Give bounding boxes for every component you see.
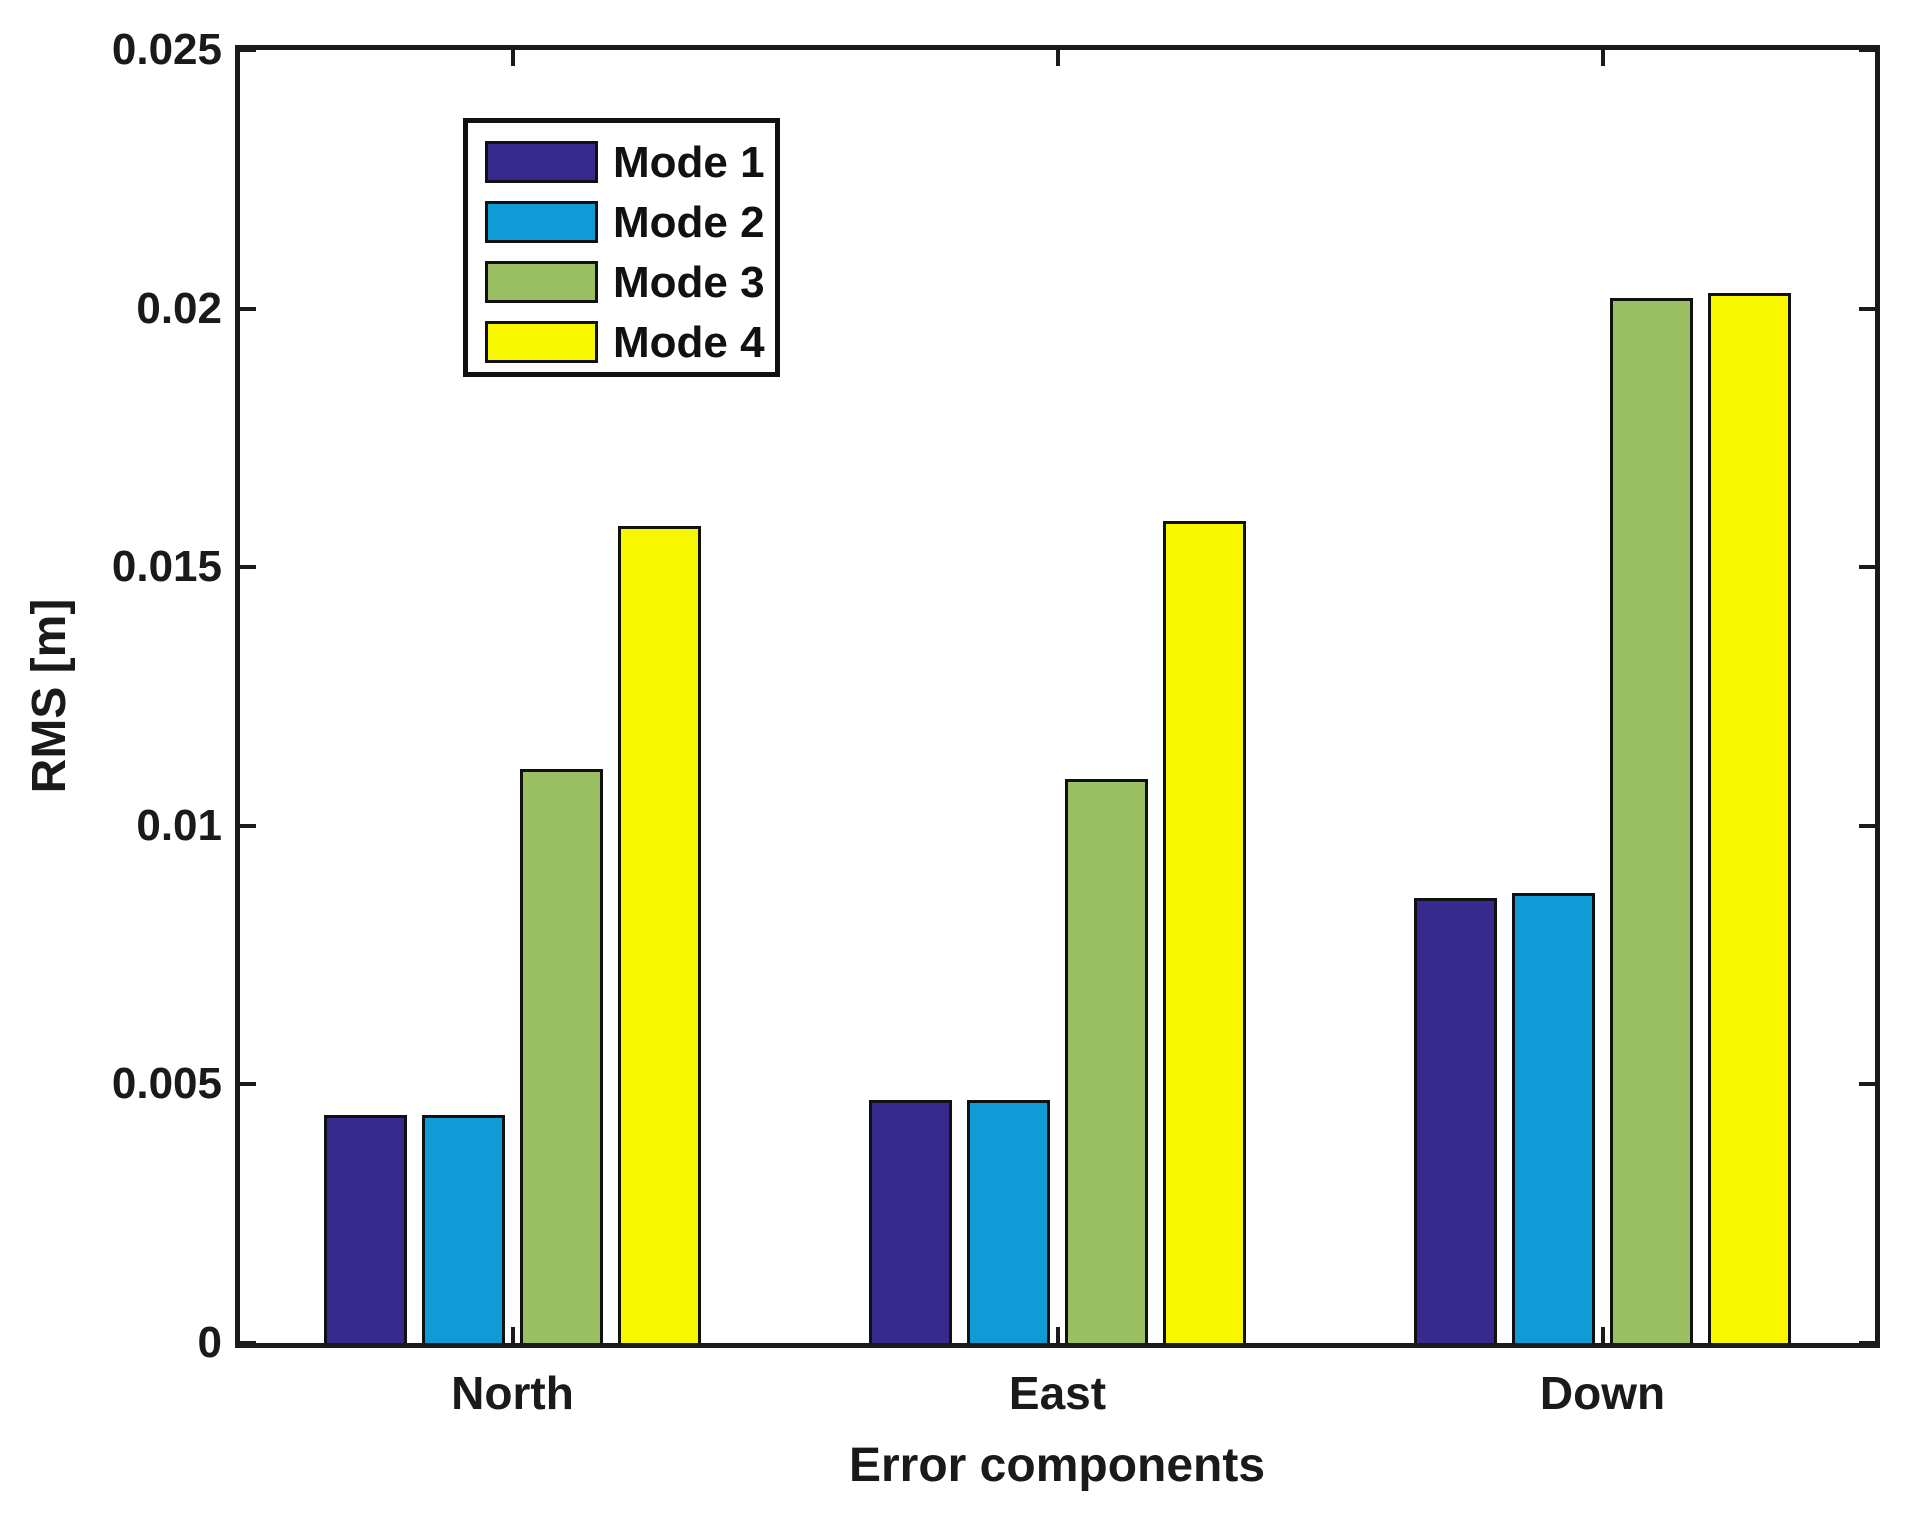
legend-label-3: Mode 3 (613, 258, 765, 307)
y-tick-label: 0 (197, 1318, 222, 1367)
plot-area (235, 45, 1880, 1348)
x-tick-mark-bottom (1600, 1327, 1605, 1343)
bar-east-mode-2 (967, 1100, 1050, 1343)
y-tick-label: 0.02 (136, 283, 222, 333)
legend-swatch-2 (485, 201, 598, 243)
bar-down-mode-2 (1512, 893, 1595, 1343)
y-tick-mark-right (1859, 1082, 1875, 1087)
bar-north-mode-3 (520, 769, 603, 1343)
x-tick-mark-top (510, 50, 515, 66)
y-tick-label: 0.015 (111, 542, 222, 592)
x-tick-mark-top (1055, 50, 1060, 66)
legend-label-4: Mode 4 (613, 318, 765, 367)
x-tick-mark-bottom (510, 1327, 515, 1343)
x-tick-mark-bottom (1055, 1327, 1060, 1343)
legend-label-1: Mode 1 (613, 138, 765, 187)
legend-swatch-3 (485, 261, 598, 303)
y-tick-mark-right (1859, 565, 1875, 570)
x-category-label: East (1008, 1367, 1107, 1419)
bar-north-mode-2 (422, 1115, 505, 1343)
y-tick-label: 0.005 (111, 1059, 222, 1109)
y-tick-mark-left (240, 48, 256, 52)
y-tick-mark-right (1859, 306, 1875, 311)
x-category-label: Down (1539, 1367, 1666, 1419)
x-category-label: North (451, 1367, 574, 1419)
x-tick-mark-top (1600, 50, 1605, 66)
bar-down-mode-3 (1610, 298, 1693, 1343)
bar-east-mode-4 (1163, 521, 1246, 1343)
bar-north-mode-4 (618, 526, 701, 1343)
y-tick-mark-right (1859, 48, 1875, 52)
y-tick-label: 0.01 (136, 800, 222, 850)
y-tick-mark-left (240, 1082, 256, 1087)
bar-down-mode-4 (1708, 293, 1791, 1343)
y-tick-mark-left (240, 565, 256, 570)
legend-swatch-1 (485, 141, 598, 183)
legend: Mode 1 Mode 2 Mode 3 Mode 4 (463, 118, 780, 377)
y-tick-mark-left (240, 306, 256, 311)
y-tick-mark-right (1859, 1341, 1875, 1345)
bar-down-mode-1 (1414, 898, 1497, 1343)
y-tick-label: 0.025 (111, 25, 222, 74)
y-tick-mark-left (240, 1341, 256, 1345)
y-tick-mark-right (1859, 823, 1875, 828)
y-tick-mark-left (240, 823, 256, 828)
bar-east-mode-3 (1065, 779, 1148, 1343)
bar-east-mode-1 (869, 1100, 952, 1343)
legend-swatch-4 (485, 321, 598, 363)
x-axis-label: Error components (848, 1439, 1266, 1492)
legend-label-2: Mode 2 (613, 198, 765, 247)
bar-north-mode-1 (324, 1115, 407, 1343)
